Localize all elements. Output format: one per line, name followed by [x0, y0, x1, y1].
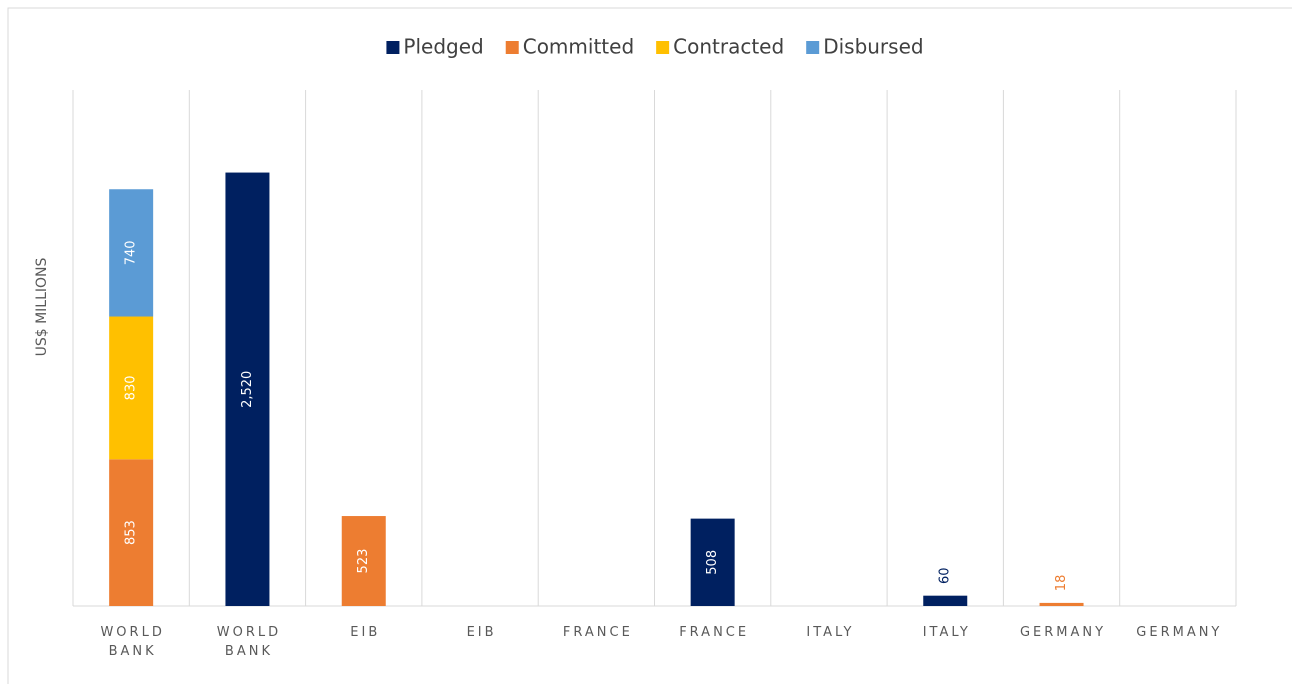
x-tick-label: EIB — [466, 625, 497, 640]
legend-item: Disbursed — [806, 35, 924, 59]
legend-swatch — [656, 41, 670, 54]
bar-segment — [109, 316, 154, 460]
y-axis-label: US$ MILLIONS — [34, 257, 50, 356]
data-label: 508 — [705, 550, 720, 575]
legend-label: Contracted — [673, 35, 784, 59]
x-tick-label: FRANCE — [679, 625, 750, 640]
legend-item: Committed — [505, 35, 634, 59]
x-tick-label: WORLD BANK — [100, 625, 165, 659]
bar-segment — [109, 459, 154, 606]
legend: Pledged Committed Contracted Disbursed — [386, 35, 924, 59]
legend-label: Disbursed — [823, 35, 923, 59]
legend-label: Pledged — [403, 35, 483, 59]
data-label: 18 — [1054, 575, 1069, 592]
data-label: 2,520 — [240, 371, 255, 408]
x-tick-label: ITALY — [922, 625, 971, 640]
data-label: 853 — [124, 520, 139, 545]
legend-swatch — [386, 41, 400, 54]
bar-segment — [225, 172, 270, 606]
x-tick-label: EIB — [350, 625, 381, 640]
bar-segment — [109, 189, 154, 317]
x-tick-label: GERMANY — [1019, 625, 1107, 640]
x-tick-label: WORLD BANK — [216, 625, 282, 659]
x-tick-label: GERMANY — [1136, 625, 1223, 640]
x-tick-label: FRANCE — [562, 625, 633, 640]
bar-segment — [923, 595, 968, 606]
x-tick-label: ITALY — [806, 625, 855, 640]
data-label: 830 — [124, 375, 139, 400]
legend-swatch — [806, 41, 820, 54]
bar-segment — [1039, 602, 1084, 606]
data-label: 523 — [356, 549, 371, 574]
data-label: 60 — [938, 567, 953, 584]
legend-item: Contracted — [656, 35, 784, 59]
legend-label: Committed — [523, 35, 634, 59]
legend-item: Pledged — [386, 35, 484, 59]
legend-swatch — [505, 41, 519, 54]
data-label: 740 — [124, 240, 139, 265]
bar-segment — [341, 516, 386, 606]
chart-border — [7, 7, 1292, 684]
bar-segment — [690, 518, 735, 606]
